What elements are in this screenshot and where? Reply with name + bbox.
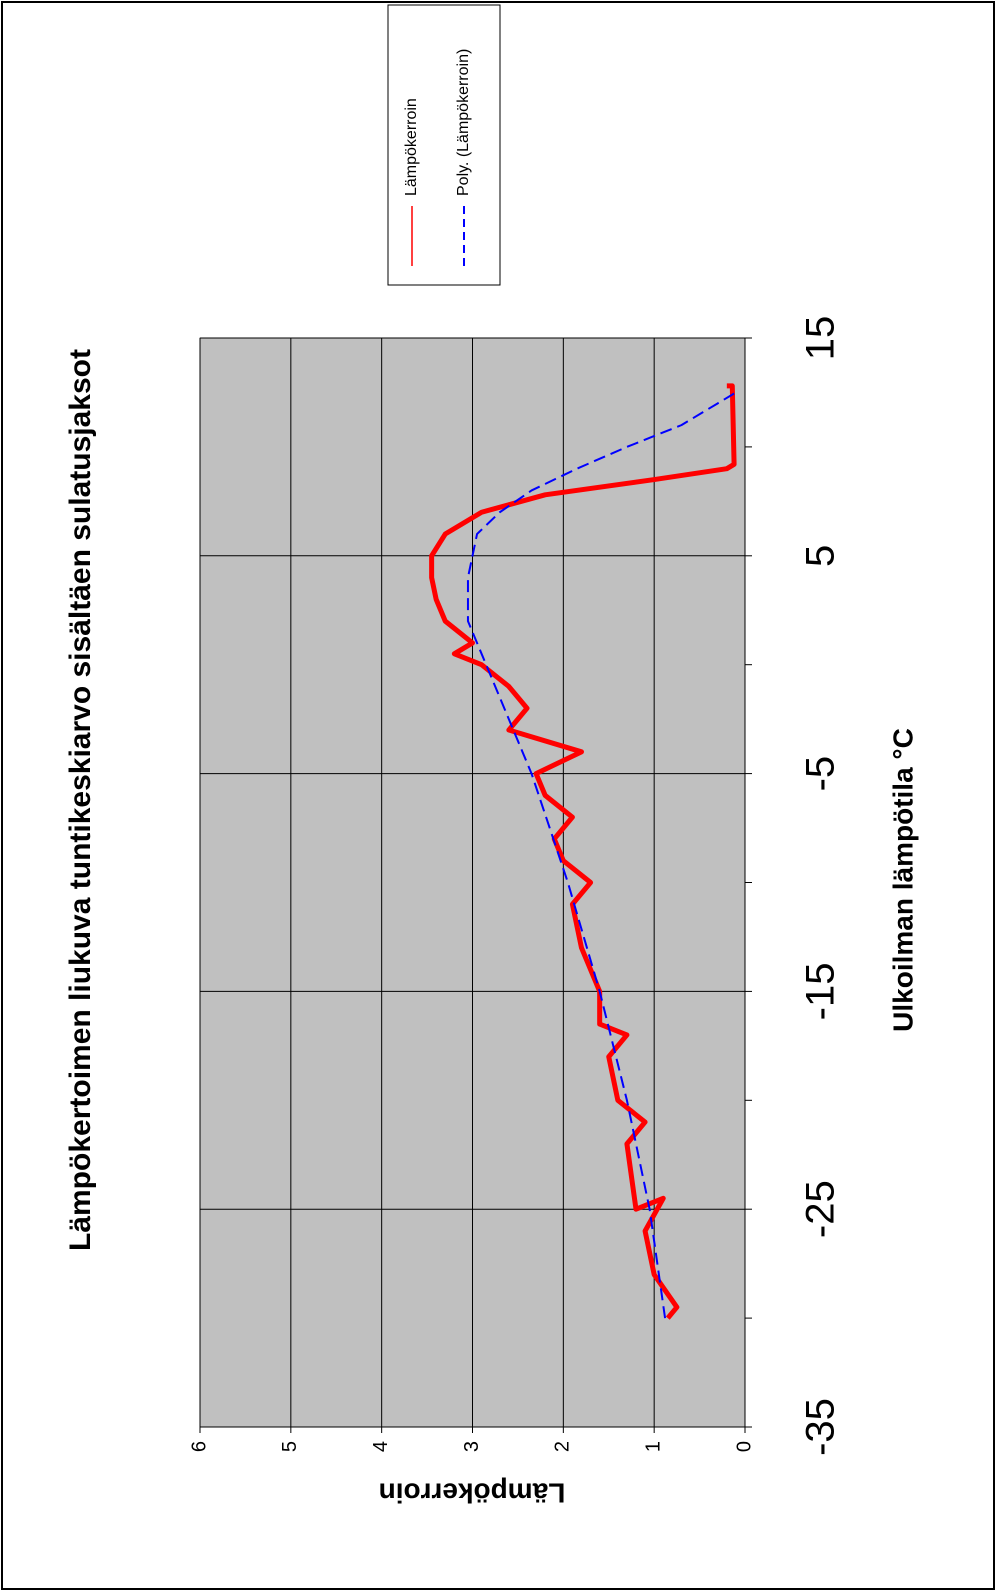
x-tick-label: -15 bbox=[799, 962, 843, 1020]
legend-box bbox=[387, 4, 501, 286]
y-tick-label: 2 bbox=[552, 1441, 574, 1452]
x-axis-title: Ulkoilman lämpötila °C bbox=[887, 728, 918, 1032]
x-tick-label: -5 bbox=[799, 756, 843, 792]
y-tick-label: 0 bbox=[733, 1441, 755, 1452]
x-tick-label: 5 bbox=[799, 545, 843, 567]
series-line bbox=[429, 383, 737, 1320]
series-line bbox=[466, 391, 737, 1319]
y-tick-label: 5 bbox=[279, 1441, 301, 1452]
y-tick-label: 3 bbox=[461, 1441, 483, 1452]
x-tick-label: -35 bbox=[799, 1398, 843, 1456]
y-axis-title: Lämpökerroin bbox=[379, 1478, 566, 1509]
y-tick-label: 6 bbox=[188, 1441, 210, 1452]
x-tick-label: 15 bbox=[799, 316, 843, 361]
y-tick-label: 4 bbox=[370, 1441, 392, 1452]
chart: 0 1 2 3 4 5 6 -35 -25 -15 -5 5 15 Lämpökertoimen liuk… bbox=[64, 4, 918, 1509]
chart-title: Lämpökertoimen liukuva tuntikeskiarvo si… bbox=[64, 349, 97, 1251]
y-tick-label: 1 bbox=[642, 1441, 664, 1452]
legend-label: Poly. (Lämpökerroin) bbox=[455, 49, 472, 196]
x-tick-label: -25 bbox=[799, 1180, 843, 1238]
legend-label: Lämpökerroin bbox=[403, 98, 420, 196]
